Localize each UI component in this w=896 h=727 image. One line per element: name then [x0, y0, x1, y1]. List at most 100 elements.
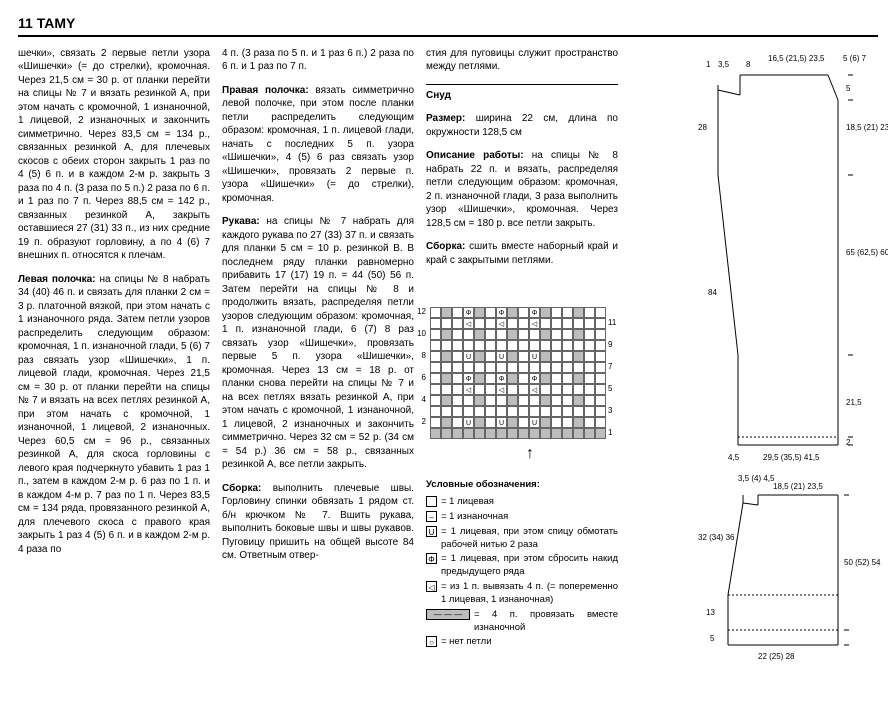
chart-cell — [540, 395, 551, 406]
chart-cell — [551, 373, 562, 384]
chart-cell — [452, 417, 463, 428]
chart-cell — [452, 307, 463, 318]
chart-cell — [551, 307, 562, 318]
svg-text:5: 5 — [710, 634, 715, 643]
chart-cell: ◁ — [463, 384, 474, 395]
chart-cell — [485, 428, 496, 439]
chart-cell: Φ — [496, 373, 507, 384]
chart-cell — [507, 307, 518, 318]
chart-cell — [507, 340, 518, 351]
chart-cell — [485, 329, 496, 340]
chart-cell — [485, 351, 496, 362]
chart-cell — [485, 362, 496, 373]
chart-cell — [518, 307, 529, 318]
chart-cell — [573, 329, 584, 340]
chart-cell — [441, 373, 452, 384]
chart-cell — [540, 362, 551, 373]
chart-cell — [474, 428, 485, 439]
svg-text:3,5 (4) 4,5: 3,5 (4) 4,5 — [738, 474, 775, 483]
chart-cell — [441, 318, 452, 329]
legend-title: Условные обозначения: — [426, 479, 618, 492]
col3-snud: Снуд — [426, 89, 618, 103]
chart-cell — [529, 406, 540, 417]
col1-para1: шечки», связать 2 первые петли узора «Ши… — [18, 47, 210, 263]
chart-cell — [430, 428, 441, 439]
chart-cell — [518, 318, 529, 329]
chart-cell — [584, 351, 595, 362]
chart-cell — [463, 395, 474, 406]
chart-cell — [551, 351, 562, 362]
legend-item: = 1 лицевая — [426, 496, 618, 509]
chart-cell — [441, 428, 452, 439]
chart-cell — [474, 351, 485, 362]
svg-text:65 (62,5) 60: 65 (62,5) 60 — [846, 248, 888, 257]
chart-cell — [430, 307, 441, 318]
chart-cell — [540, 417, 551, 428]
chart-cell — [540, 384, 551, 395]
chart-cell — [463, 406, 474, 417]
chart-cell — [562, 417, 573, 428]
chart-cell — [474, 406, 485, 417]
legend-item: –= 1 изнаночная — [426, 511, 618, 524]
chart-cell — [595, 307, 606, 318]
chart-cell — [540, 340, 551, 351]
legend-text: = 1 лицевая, при этом сбросить накид пре… — [441, 553, 618, 579]
chart-cell — [430, 362, 441, 373]
chart-cell — [463, 428, 474, 439]
chart-cell — [551, 417, 562, 428]
chart-cell: U — [496, 417, 507, 428]
chart-cell: U — [463, 417, 474, 428]
row-num: 6 — [412, 373, 426, 384]
chart-cell — [595, 318, 606, 329]
chart-cell — [496, 395, 507, 406]
chart-cell — [562, 384, 573, 395]
chart-cell — [562, 395, 573, 406]
col3-para4: Описание работы: на спицы № 8 набрать 22… — [426, 149, 618, 230]
chart-cell — [474, 373, 485, 384]
svg-text:4,5: 4,5 — [728, 453, 740, 462]
chart-cell — [441, 340, 452, 351]
chart-cell — [452, 395, 463, 406]
chart-cell — [430, 406, 441, 417]
chart-cell — [452, 351, 463, 362]
chart-cell — [573, 318, 584, 329]
chart-cell — [573, 395, 584, 406]
row-num: 8 — [412, 351, 426, 362]
chart-cell — [595, 428, 606, 439]
chart-cell — [496, 362, 507, 373]
chart-cell — [584, 417, 595, 428]
chart-cell — [595, 373, 606, 384]
chart-cell — [529, 340, 540, 351]
chart-cell — [573, 373, 584, 384]
chart-cell — [540, 329, 551, 340]
chart-cell — [485, 417, 496, 428]
chart-cell: Φ — [463, 373, 474, 384]
chart-cell — [540, 373, 551, 384]
chart-cell — [551, 340, 562, 351]
column-3: стия для пуговицы служит пространство ме… — [426, 47, 618, 651]
chart-cell — [540, 318, 551, 329]
chart-cell — [551, 318, 562, 329]
svg-text:16,5 (21,5) 23,5: 16,5 (21,5) 23,5 — [768, 55, 825, 63]
chart-cell — [474, 384, 485, 395]
legend-symbol: ◁ — [426, 581, 437, 592]
row-num: 10 — [412, 329, 426, 340]
chart-cell: Φ — [496, 307, 507, 318]
legend-text: = 1 лицевая, при этом спицу обмотать раб… — [441, 526, 618, 552]
chart-cell — [463, 340, 474, 351]
chart-cell — [485, 307, 496, 318]
chart-cell — [584, 329, 595, 340]
legend-item: U= 1 лицевая, при этом спицу обмотать ра… — [426, 526, 618, 552]
chart-cell: ◁ — [529, 318, 540, 329]
chart-cell — [595, 417, 606, 428]
svg-text:5 (6) 7: 5 (6) 7 — [843, 55, 867, 63]
svg-text:3,5: 3,5 — [718, 60, 730, 69]
chart-cell — [562, 340, 573, 351]
chart-cell — [529, 395, 540, 406]
row-num: 1 — [608, 428, 612, 439]
row-num: 5 — [608, 384, 612, 395]
chart-cell — [485, 384, 496, 395]
legend: Условные обозначения: = 1 лицевая –= 1 из… — [426, 479, 618, 649]
chart-cell — [529, 329, 540, 340]
chart-cell — [507, 406, 518, 417]
